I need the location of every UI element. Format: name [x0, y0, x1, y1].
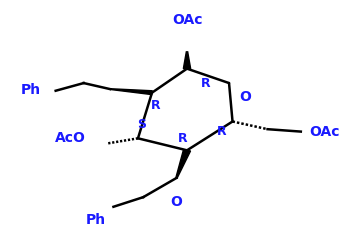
Polygon shape [110, 89, 152, 95]
Text: S: S [137, 118, 146, 131]
Text: R: R [216, 125, 226, 138]
Text: AcO: AcO [55, 131, 85, 145]
Text: O: O [240, 90, 251, 104]
Text: Ph: Ph [85, 213, 106, 226]
Text: R: R [151, 99, 160, 112]
Text: O: O [170, 195, 183, 209]
Text: OAc: OAc [309, 125, 339, 139]
Text: R: R [201, 77, 210, 90]
Polygon shape [183, 52, 191, 69]
Polygon shape [176, 150, 191, 178]
Text: Ph: Ph [21, 83, 41, 97]
Text: R: R [178, 132, 187, 145]
Text: OAc: OAc [172, 13, 202, 27]
